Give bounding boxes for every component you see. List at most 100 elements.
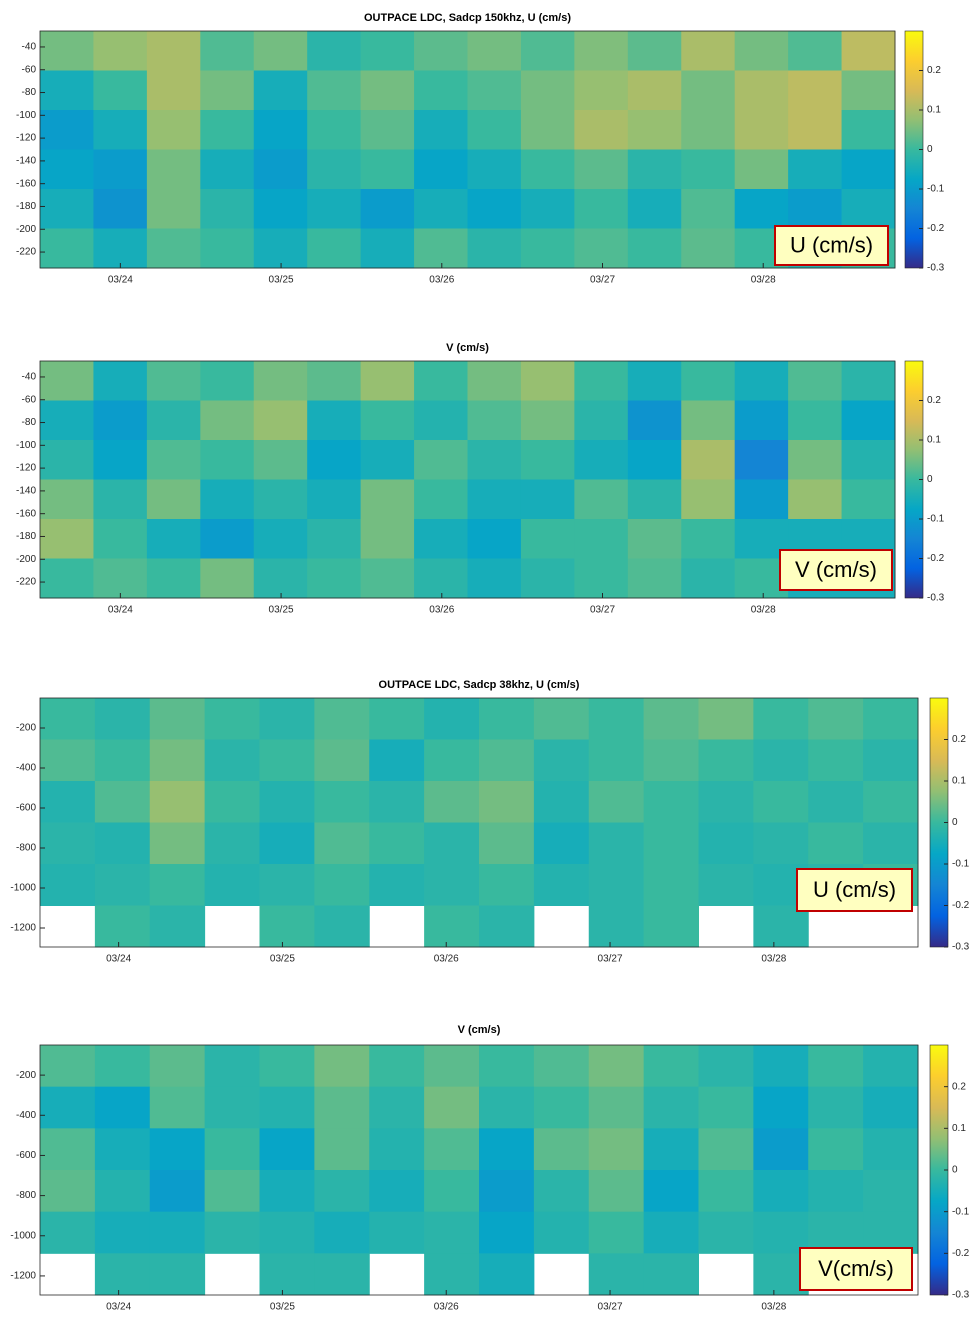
heatmap-cell [259, 1086, 315, 1129]
heatmap-cell [681, 558, 736, 599]
heatmap-cell [627, 70, 682, 111]
heatmap-cell [479, 864, 535, 906]
heatmap-cell [681, 110, 736, 150]
heatmap-cell [643, 1211, 699, 1254]
heatmap-cell [93, 519, 148, 559]
heatmap-cell [788, 400, 843, 441]
heatmap-cell [533, 781, 590, 823]
heatmap-cell [149, 698, 206, 740]
heatmap-cell [574, 558, 629, 599]
heatmap-cell [93, 149, 148, 190]
heatmap-cell [643, 739, 699, 782]
heatmap-cell [734, 70, 789, 111]
heatmap-cell [698, 739, 754, 782]
heatmap-cell [200, 110, 255, 150]
heatmap-cell [643, 1170, 699, 1213]
heatmap-cell [520, 361, 575, 401]
heatmap-cell [259, 781, 315, 823]
heatmap-cell [698, 822, 754, 865]
heatmap-cell [520, 149, 575, 190]
x-tick-label: 03/26 [429, 275, 454, 286]
heatmap-cell [841, 31, 896, 71]
colorbar-tick-label: -0.2 [952, 1248, 970, 1259]
heatmap-cell [40, 400, 94, 441]
heatmap-cell [94, 1086, 151, 1129]
y-tick-label: -100 [16, 440, 36, 451]
y-tick-label: -220 [16, 247, 36, 258]
heatmap-cell [520, 400, 575, 441]
heatmap-cell [808, 1045, 864, 1088]
chart-title: V (cm/s) [446, 342, 489, 354]
heatmap-cell [93, 558, 148, 599]
heatmap-cell [863, 698, 919, 740]
heatmap-cell [841, 440, 896, 480]
heatmap-cell [788, 361, 843, 401]
heatmap-cell [40, 70, 94, 111]
heatmap-cell [149, 1170, 206, 1213]
y-tick-label: -140 [16, 486, 36, 497]
heatmap-cell [424, 781, 480, 823]
heatmap-cell [588, 1253, 645, 1296]
heatmap-cell [94, 822, 151, 865]
heatmap-cell [259, 1253, 315, 1296]
heatmap-cell [588, 781, 645, 823]
y-tick-label: -1000 [10, 883, 36, 894]
heatmap-cell [146, 519, 201, 559]
heatmap-cell [307, 149, 362, 190]
heatmap-cell [94, 1211, 151, 1254]
heatmap-cell [40, 864, 96, 906]
heatmap-cell [467, 558, 522, 599]
heatmap-cell [698, 864, 754, 906]
heatmap-cell [734, 31, 789, 71]
heatmap-cell [574, 228, 629, 269]
annotation: V (cm/s) [795, 557, 877, 582]
heatmap-cell [753, 905, 809, 948]
x-tick-label: 03/28 [751, 275, 776, 286]
heatmap-cell [808, 822, 864, 865]
heatmap-cell [588, 1170, 645, 1213]
heatmap-cell [259, 1211, 315, 1254]
heatmap-cell [40, 1045, 96, 1088]
heatmap-cell [369, 739, 425, 782]
colorbar-tick-label: -0.3 [952, 1290, 970, 1301]
heatmap-cell [574, 149, 629, 190]
chart-title: V (cm/s) [458, 1024, 501, 1036]
heatmap-cell [40, 479, 94, 520]
y-tick-label: -400 [16, 763, 36, 774]
heatmap-cell [360, 149, 415, 190]
heatmap-cell [681, 31, 736, 71]
heatmap-cell [424, 1253, 480, 1296]
heatmap-cell [253, 361, 308, 401]
heatmap-cell [520, 519, 575, 559]
heatmap-cell [627, 400, 682, 441]
heatmap-cell [146, 440, 201, 480]
heatmap-cell [467, 31, 522, 71]
heatmap-cell [627, 479, 682, 520]
y-tick-label: -100 [16, 110, 36, 121]
heatmap-cell [369, 1211, 425, 1254]
heatmap-cell [627, 149, 682, 190]
colorbar-tick-label: -0.3 [927, 263, 945, 274]
heatmap-cell [643, 905, 699, 948]
heatmap-cell [533, 1045, 590, 1088]
y-tick-label: -40 [22, 42, 37, 53]
heatmap-cell [574, 400, 629, 441]
heatmap-cell [149, 781, 206, 823]
heatmap-cell [479, 1211, 535, 1254]
heatmap-cell [788, 479, 843, 520]
heatmap-cell [314, 1253, 370, 1296]
heatmap-cell [479, 739, 535, 782]
heatmap-cell [424, 698, 480, 740]
heatmap-cell [533, 1211, 590, 1254]
heatmap-cell [479, 1128, 535, 1171]
heatmap-cell [307, 479, 362, 520]
colorbar-tick-label: 0.1 [952, 1123, 966, 1134]
heatmap-cell [307, 31, 362, 71]
heatmap-cell [40, 698, 96, 740]
heatmap-cell [627, 519, 682, 559]
y-tick-label: -1000 [10, 1230, 36, 1241]
y-tick-label: -600 [16, 1150, 36, 1161]
heatmap-cell [424, 905, 480, 948]
heatmap-cell [574, 189, 629, 229]
